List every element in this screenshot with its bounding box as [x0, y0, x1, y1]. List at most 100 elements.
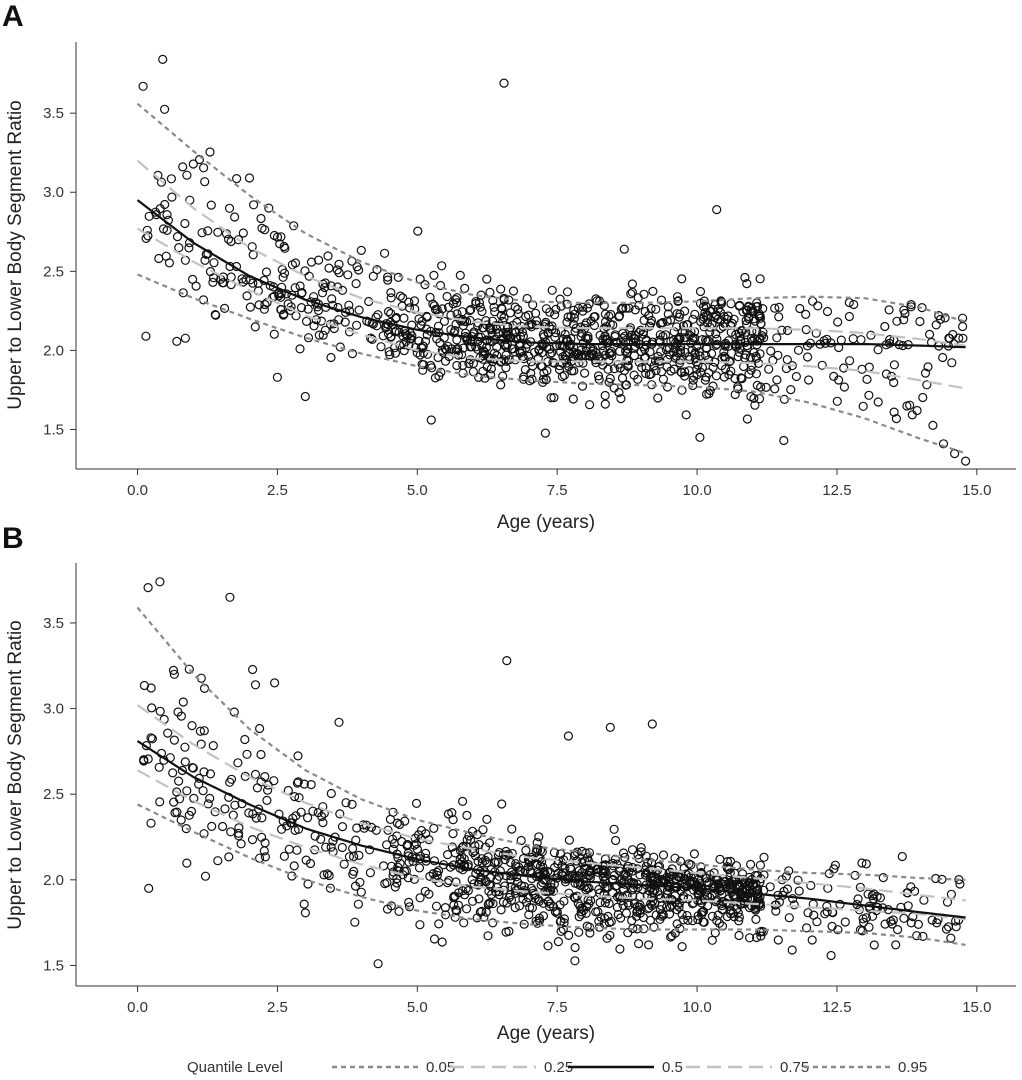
panel-b-data-point — [424, 889, 434, 899]
panel-a-data-point — [295, 344, 305, 354]
panel-a-data-point — [677, 274, 687, 284]
panel-a-data-point — [758, 327, 768, 337]
panel-b-data-point — [584, 866, 594, 877]
panel-a-data-point — [213, 227, 223, 237]
panel-b-data-point — [467, 826, 478, 836]
panel-a-data-point — [435, 280, 446, 291]
panel-a-data-point — [938, 352, 948, 363]
panel-b-data-point — [735, 882, 745, 892]
panel-b-data-point — [415, 893, 425, 903]
panel-a-data-point — [198, 163, 209, 173]
panel-b-data-point — [683, 915, 693, 925]
panel-a-data-point — [578, 306, 588, 316]
panel-b-data-point — [789, 900, 799, 910]
panel-b-data-point — [609, 824, 619, 834]
panel-b-data-point — [473, 880, 483, 890]
panel-b-data-point — [269, 776, 279, 786]
panel-a-data-point — [538, 374, 548, 384]
panel-b-data-point — [484, 838, 495, 848]
panel-a-data-point — [716, 296, 726, 306]
panel-b-data-point — [660, 893, 671, 903]
panel-b-data-point — [155, 797, 165, 807]
panel-a-data-point — [610, 330, 620, 340]
panel-a-data-point — [862, 374, 872, 384]
panel-a-data-point — [433, 352, 443, 363]
panel-a-data-point — [573, 350, 583, 360]
panel-b-plot-bg — [76, 563, 1016, 986]
panel-a-data-point — [725, 356, 735, 366]
panel-b-data-point — [449, 900, 459, 910]
panel-a-data-point — [334, 315, 344, 325]
panel-a-quantile-05-curve — [136, 199, 966, 349]
panel-b-data-point — [491, 857, 501, 867]
panel-b-data-point — [257, 813, 267, 823]
panel-a-y-tick-label: 3.0 — [43, 184, 64, 201]
panel-a-data-point — [441, 345, 452, 355]
panel-a-data-point — [559, 370, 569, 380]
panel-a-data-point — [737, 374, 747, 384]
panel-b-data-point — [582, 921, 592, 931]
panel-b-data-point — [570, 878, 580, 888]
panel-a-data-point — [457, 307, 467, 317]
panel-a-data-point — [885, 335, 895, 345]
panel-b-data-point — [773, 935, 783, 945]
panel-b-data-point — [299, 779, 309, 789]
panel-b-data-point — [570, 956, 580, 966]
panel-b-data-point — [146, 683, 156, 693]
panel-a-data-point — [257, 223, 267, 233]
panel-a-data-point — [498, 371, 508, 381]
panel-a-data-point — [742, 279, 752, 289]
panel-a-data-point — [590, 355, 600, 365]
panel-a-data-point — [518, 331, 528, 341]
panel-b-data-point — [755, 898, 765, 908]
panel-b-outlier-point — [373, 959, 383, 969]
panel-a-data-point — [703, 311, 713, 321]
panel-a-data-point — [672, 292, 683, 302]
panel-a-data-point — [160, 199, 170, 210]
panel-b-data-point — [543, 896, 554, 906]
panel-a-data-point — [326, 352, 336, 363]
panel-b-data-point — [482, 814, 492, 824]
panel-a-data-point — [412, 348, 422, 358]
panel-a-data-point — [432, 305, 442, 315]
panel-a-data-point — [399, 313, 409, 323]
panel-b-data-point — [672, 919, 682, 929]
panel-a-letter: A — [2, 0, 24, 33]
panel-a-quantile-025-curve — [136, 227, 966, 390]
panel-a-outlier-point — [244, 173, 255, 183]
panel-b-data-point — [734, 916, 744, 926]
panel-a-quantile-075-curve — [136, 159, 966, 347]
panel-b-data-point — [462, 904, 472, 914]
panel-a-data-point — [531, 308, 541, 318]
panel-b-x-axis-title: Age (years) — [497, 1023, 595, 1044]
panel-a-data-point — [482, 274, 492, 284]
panel-b-data-point — [604, 917, 614, 928]
panel-b-data-point — [634, 902, 644, 912]
panel-a-data-point — [440, 356, 451, 366]
panel-b-data-point — [316, 834, 326, 844]
panel-a-data-point — [685, 355, 695, 365]
panel-b-data-point — [325, 883, 335, 893]
panel-a-data-point — [317, 288, 328, 298]
panel-a-data-point — [323, 251, 333, 261]
panel-a-data-point — [422, 349, 433, 359]
panel-b-data-point — [527, 903, 537, 913]
panel-a-data-point — [906, 302, 916, 312]
panel-b-data-point — [198, 786, 208, 796]
panel-b-data-point — [619, 884, 629, 894]
panel-a-data-point — [690, 309, 700, 319]
panel-a-data-point — [309, 292, 319, 302]
panel-b-data-point — [437, 937, 447, 947]
panel-a-data-point — [907, 410, 917, 420]
panel-b-data-point — [490, 858, 500, 868]
panel-b-data-point — [636, 847, 646, 857]
panel-a-data-point — [383, 307, 394, 317]
panel-b-data-point — [892, 925, 903, 935]
panel-b-data-point — [172, 787, 182, 797]
panel-b-data-point — [429, 934, 440, 944]
panel-a-data-point — [275, 239, 285, 249]
panel-a-data-point — [439, 316, 449, 326]
panel-a-data-point — [858, 401, 868, 411]
panel-b-data-point — [181, 824, 191, 834]
panel-a-data-point — [224, 203, 235, 213]
